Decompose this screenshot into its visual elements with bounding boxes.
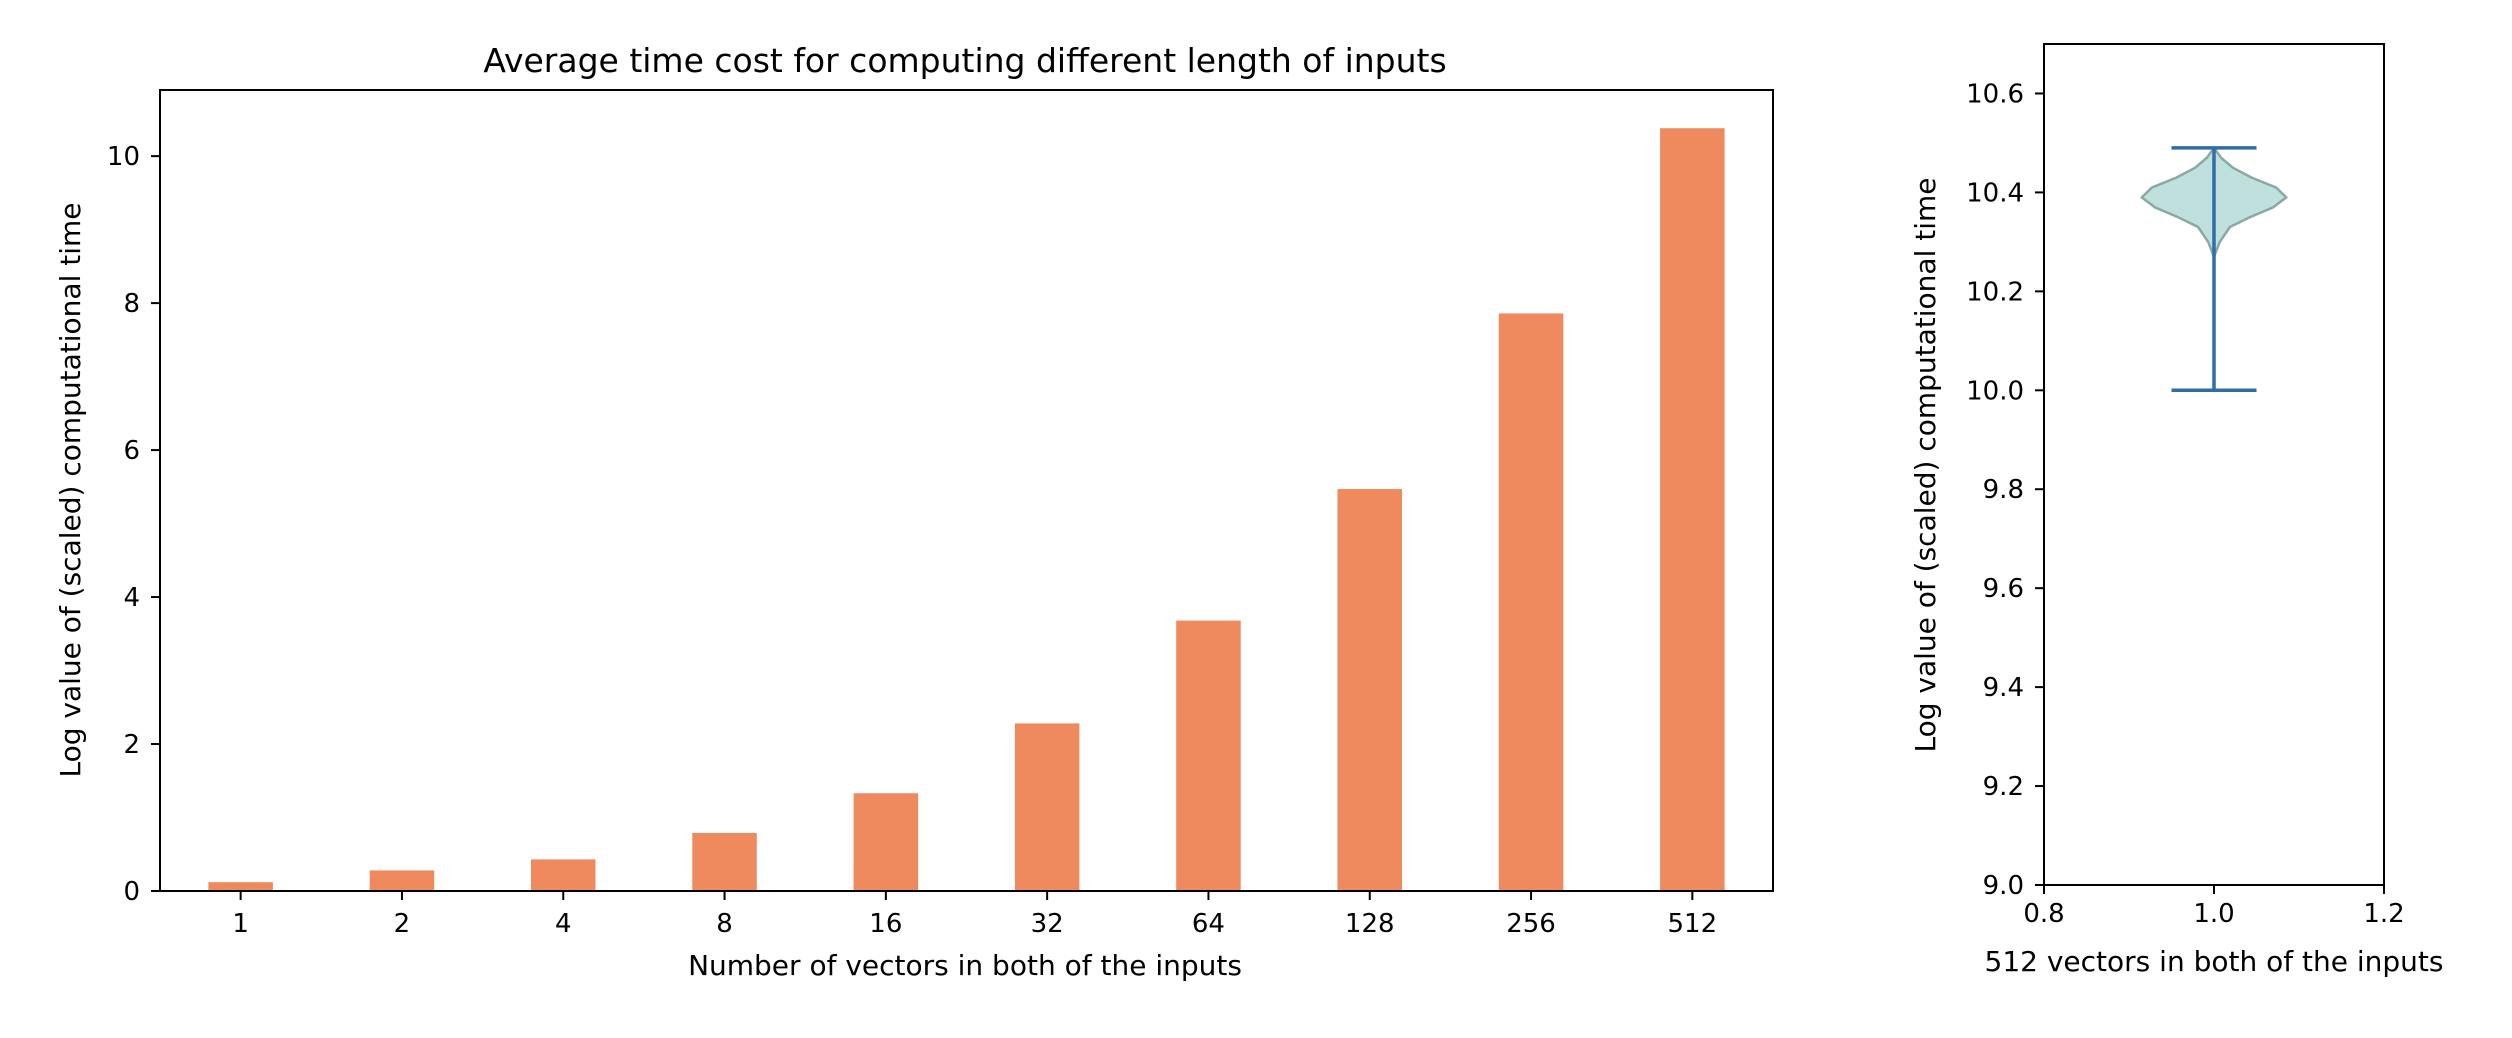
violin-x-tick-label: 1.2	[2363, 899, 2404, 929]
violin-marks	[2140, 146, 2288, 393]
bar-chart-plot-frame	[159, 89, 1774, 892]
bar-512	[1660, 128, 1725, 892]
bar-256	[1498, 313, 1564, 891]
violin-y-tick-label: 10.2	[1966, 277, 2024, 307]
violin-y-axis: 9.0 9.2 9.4 9.6 9.8 10.0 10.2 10.4 10.6	[1966, 79, 2044, 901]
bar-1	[208, 882, 273, 891]
violin-y-tick-label: 9.4	[1983, 673, 2024, 703]
bar-8	[692, 832, 757, 891]
bar-x-axis-label: Number of vectors in both of the inputs	[688, 949, 1242, 982]
bar-y-axis-label: Log value of (scaled) computational time	[54, 202, 87, 777]
y-tick-label: 0	[123, 877, 140, 907]
x-tick-label: 8	[716, 909, 733, 939]
violin-y-tick-label: 9.8	[1983, 475, 2024, 505]
x-tick-label: 128	[1345, 909, 1395, 939]
violin-x-axis: 0.8 1.0 1.2	[2023, 885, 2405, 929]
violin-y-tick-label: 9.6	[1983, 574, 2024, 604]
bar-16	[853, 793, 919, 891]
x-tick-label: 512	[1668, 909, 1718, 939]
violin-y-axis-label: Log value of (scaled) computational time	[1909, 177, 1942, 752]
violin-y-tick-label: 9.0	[1983, 871, 2024, 901]
violin-x-tick-label: 1.0	[2193, 899, 2234, 929]
violin-y-tick-label: 10.4	[1966, 178, 2024, 208]
y-tick-label: 6	[123, 436, 140, 466]
y-tick-label: 8	[123, 289, 140, 319]
bar-chart: Average time cost for computing differen…	[54, 41, 1774, 982]
violin-chart: 9.0 9.2 9.4 9.6 9.8 10.0 10.2 10.4 10.6 0.8 1.0 1.…	[1909, 43, 2444, 978]
x-tick-label: 1	[232, 909, 249, 939]
x-tick-label: 64	[1192, 909, 1225, 939]
bar-64	[1176, 620, 1241, 891]
bar-2	[369, 870, 435, 891]
bar-128	[1337, 489, 1403, 891]
y-tick-label: 2	[123, 730, 140, 760]
x-tick-label: 2	[394, 909, 411, 939]
violin-x-axis-label: 512 vectors in both of the inputs	[1985, 945, 2444, 978]
bar-y-axis: 0 2 4 6 8 10	[107, 142, 160, 907]
violin-y-tick-label: 10.6	[1966, 79, 2024, 109]
x-tick-label: 4	[555, 909, 572, 939]
x-tick-label: 256	[1506, 909, 1556, 939]
x-tick-label: 32	[1031, 909, 1064, 939]
y-tick-label: 4	[123, 583, 140, 613]
y-tick-label: 10	[107, 142, 140, 172]
x-tick-label: 16	[869, 909, 902, 939]
bar-marks	[208, 128, 1725, 892]
bar-4	[530, 859, 596, 891]
bar-chart-title: Average time cost for computing differen…	[483, 41, 1446, 80]
bar-32	[1014, 723, 1080, 891]
violin-x-tick-label: 0.8	[2023, 899, 2064, 929]
violin-y-tick-label: 10.0	[1966, 376, 2024, 406]
bar-x-axis: 1 2 4 8 16 32 64 128 256 512	[232, 891, 1717, 939]
violin-y-tick-label: 9.2	[1983, 772, 2024, 802]
